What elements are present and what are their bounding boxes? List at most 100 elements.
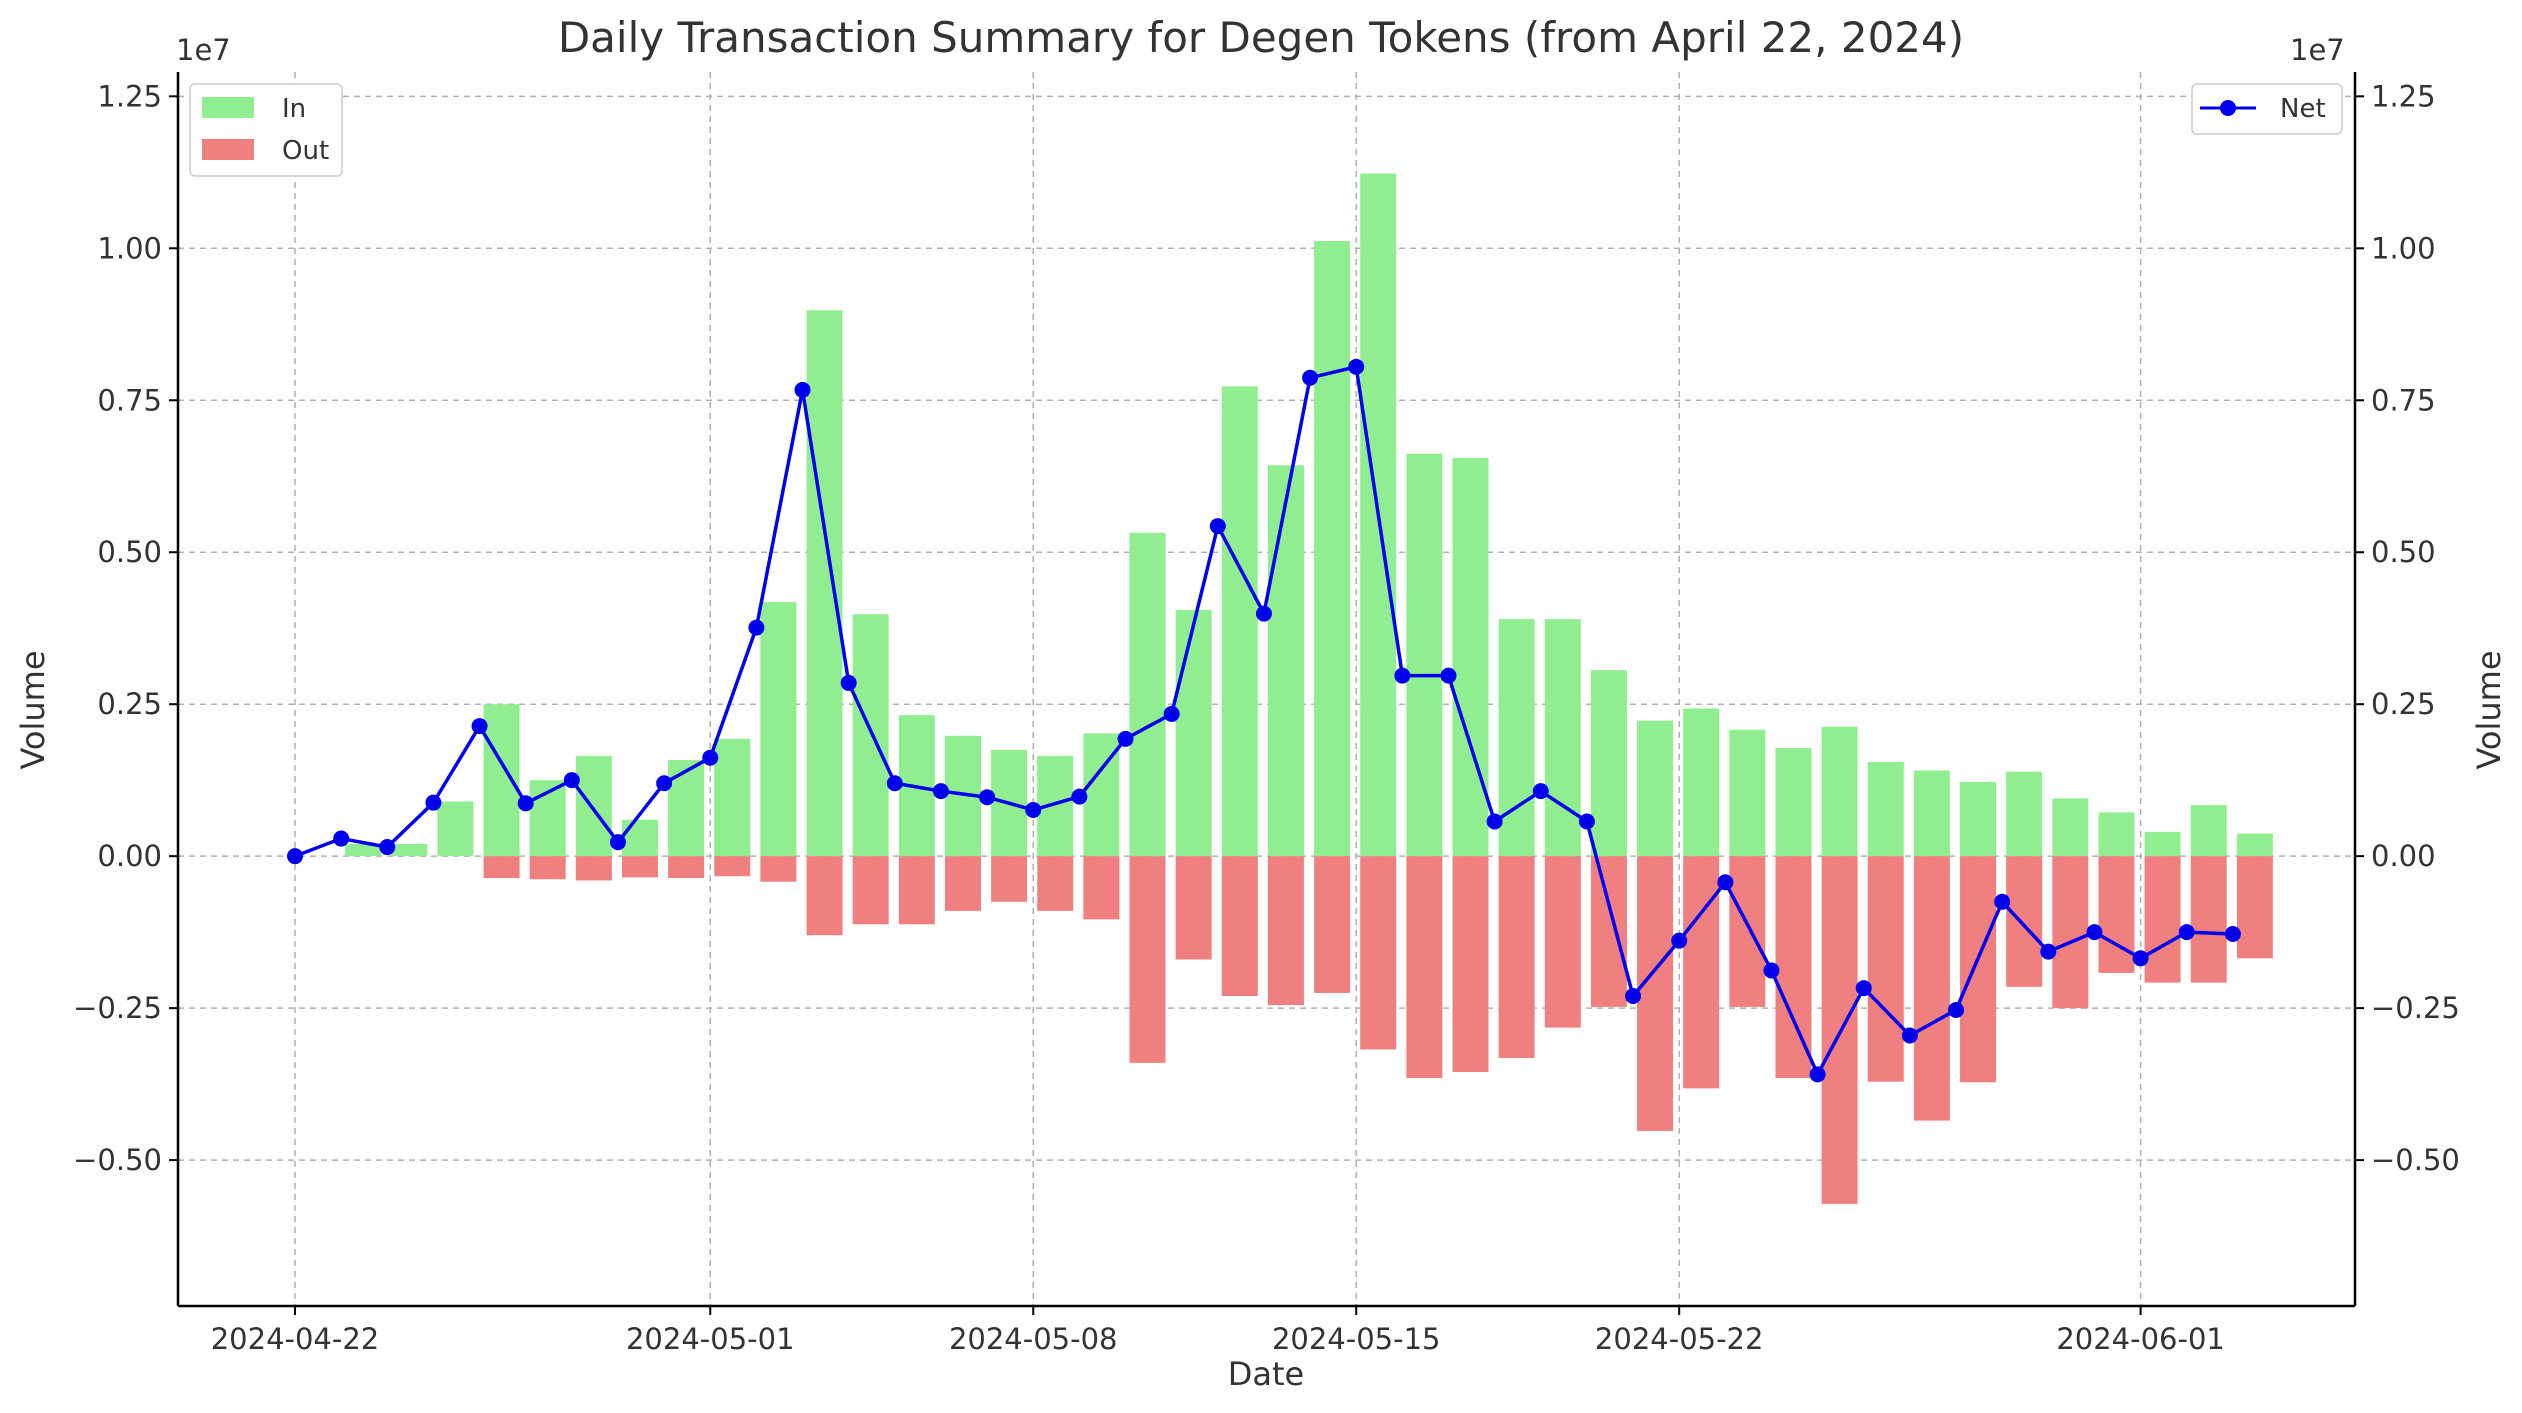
bar-out [483,856,520,879]
net-point [425,794,442,811]
net-point [1071,788,1088,805]
legend-out-swatch [202,139,254,160]
net-point [1440,667,1457,684]
bar-out [1960,856,1997,1083]
net-point [1486,813,1503,830]
net-point [2178,924,2195,941]
bar-out [1221,856,1258,996]
y-tick-label-right: 0.25 [2371,687,2436,721]
bar-in [621,819,658,857]
y-exponent-left: 1e7 [176,33,231,67]
net-point [1394,667,1411,684]
bar-out [1867,856,1904,1082]
net-point [287,848,303,865]
bar-in [1221,386,1258,857]
net-point [1763,962,1780,979]
bar-out [2006,856,2043,987]
bar-in [1452,458,1489,857]
x-tick-label: 2024-05-08 [949,1322,1118,1356]
net-point [1302,369,1319,386]
net-point [748,619,765,636]
net-point [1117,730,1134,747]
bar-out [2144,856,2181,983]
y-tick-label-left: 0.00 [97,839,162,873]
legend-net-frame [2191,83,2343,135]
y-tick-label-right: −0.50 [2371,1143,2460,1177]
bar-in [1913,770,1950,857]
net-point [563,772,580,789]
y-tick-label-right: 1.25 [2371,79,2436,113]
legend-net-marker [2220,100,2236,116]
y-axis-title-left: Volume [14,650,52,769]
y-tick-label-left: 0.50 [97,535,162,569]
net-point [932,783,949,800]
y-tick-label-left: 0.75 [97,383,162,417]
net-point [794,381,811,398]
bar-out [898,856,935,925]
bar-out [2052,856,2089,1009]
bar-in [760,602,797,857]
net-line-series [287,358,2241,1083]
bar-out [944,856,981,911]
bar-out [991,856,1028,902]
bar-out [529,856,566,880]
bar-in [1129,532,1166,857]
bar-out [806,856,843,936]
legend-in-label: In [282,94,306,124]
net-point [2040,943,2057,960]
bar-in [1406,453,1443,857]
net-point [379,839,396,856]
net-point [333,830,350,847]
chart-title: Daily Transaction Summary for Degen Toke… [558,13,1964,62]
x-tick-label: 2024-05-22 [1595,1322,1764,1356]
bar-in [1590,670,1627,857]
bar-in [1683,708,1720,857]
bar-in [1821,726,1858,857]
bar-in [437,801,474,857]
y-tick-label-left: −0.50 [73,1143,162,1177]
bar-in [391,844,428,857]
net-point [1671,932,1688,949]
net-point [1532,783,1549,800]
legend-in-out: In Out [189,83,343,177]
legend-net: Net [2191,83,2343,135]
net-point [979,789,996,806]
bar-out [1314,856,1351,993]
bar-out [1498,856,1535,1058]
net-point [1901,1027,1918,1044]
bar-out [1729,856,1766,1007]
bar-in [714,738,751,857]
y-tick-label-left: 1.25 [97,79,162,113]
bar-out [714,856,751,877]
bar-out [668,856,705,879]
y-tick-label-right: 0.00 [2371,839,2436,873]
net-point [702,749,719,766]
net-point [840,674,857,691]
x-tick-label: 2024-05-15 [1272,1322,1441,1356]
bar-in [345,844,382,857]
y-tick-label-right: 0.50 [2371,535,2436,569]
bar-in [1267,465,1304,857]
net-point [2224,925,2241,942]
bar-out [1083,856,1120,920]
bar-out [1037,856,1074,911]
bar-series [345,173,2273,1204]
net-point [1578,813,1595,830]
bar-out [1775,856,1812,1079]
bar-out [1175,856,1212,960]
bar-out [1406,856,1443,1079]
bar-in [1314,240,1351,857]
bar-out [2098,856,2135,973]
y-tick-label-right: −0.25 [2371,991,2460,1025]
bar-in [2006,771,2043,857]
net-point [1809,1066,1826,1083]
y-axis-title-right: Volume [2470,650,2508,769]
net-point [1163,705,1180,722]
bar-in [668,760,705,857]
net-point [1255,605,1272,622]
net-point [2132,950,2149,967]
net-point [1348,358,1365,375]
bar-out [1544,856,1581,1028]
